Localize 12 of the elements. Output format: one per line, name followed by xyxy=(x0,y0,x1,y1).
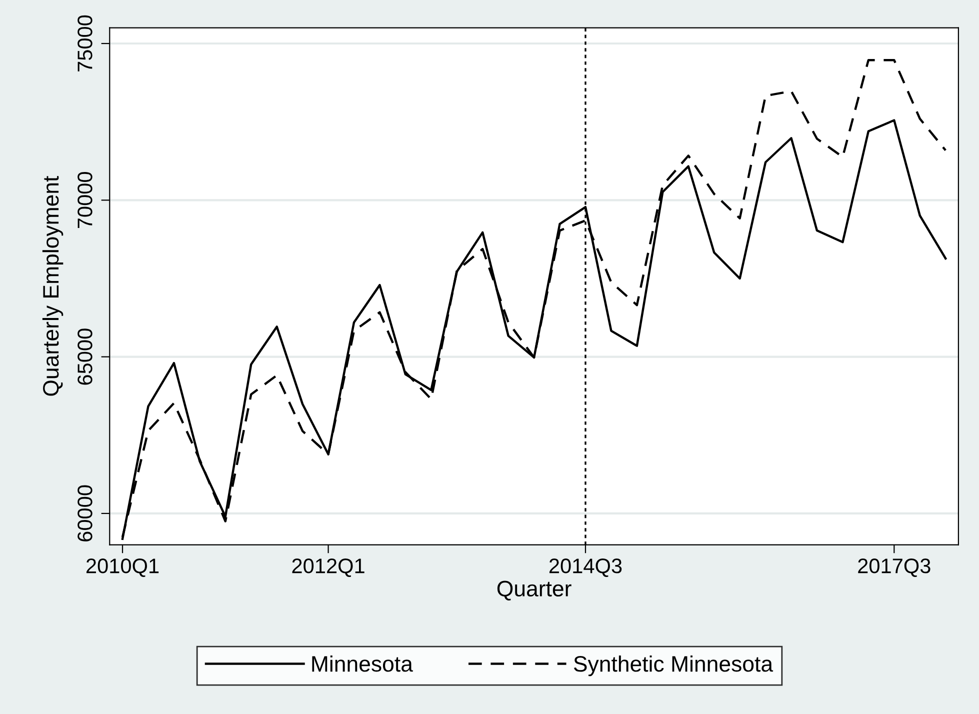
y-axis-title: Quarterly Employment xyxy=(42,176,64,396)
y-tick-label: 75000 xyxy=(78,15,92,72)
y-tick-label: 65000 xyxy=(78,328,92,385)
legend-label: Synthetic Minnesota xyxy=(574,655,774,676)
x-tick-label: 2014Q3 xyxy=(549,558,622,578)
y-tick-label: 60000 xyxy=(78,485,92,542)
legend-label: Minnesota xyxy=(312,655,413,672)
y-tick-label: 70000 xyxy=(78,172,92,228)
x-tick-label: 2012Q1 xyxy=(292,558,364,578)
x-axis-title: Quarter xyxy=(497,580,572,600)
x-tick-label: 2017Q3 xyxy=(858,558,930,578)
x-tick-label: 2010Q1 xyxy=(86,558,159,578)
